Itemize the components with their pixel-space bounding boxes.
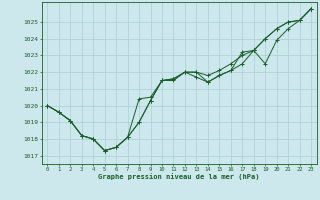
X-axis label: Graphe pression niveau de la mer (hPa): Graphe pression niveau de la mer (hPa) (99, 174, 260, 180)
